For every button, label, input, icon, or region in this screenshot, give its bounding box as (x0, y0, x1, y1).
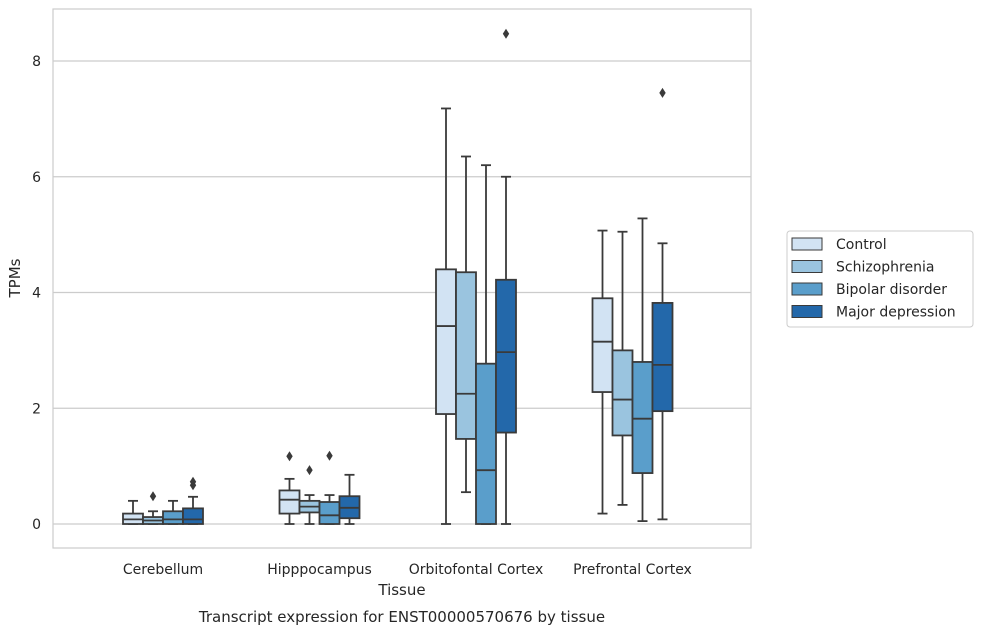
x-tick-label: Orbitofontal Cortex (409, 562, 544, 578)
box-bipolar-disorder (631, 217, 654, 523)
legend-swatch (791, 260, 823, 273)
y-tick-label: 2 (32, 401, 41, 417)
x-axis-label: Tissue (377, 581, 425, 599)
outlier-point (326, 450, 333, 461)
box-major-depression (182, 476, 204, 525)
box-iqr (278, 489, 301, 515)
box-control (122, 499, 144, 525)
box-iqr (651, 302, 674, 413)
outlier-point (306, 465, 313, 476)
y-axis-label: TPMs (6, 258, 24, 298)
outlier-point (659, 87, 666, 98)
legend-label: Control (836, 237, 887, 253)
box-iqr (591, 297, 614, 393)
outlier-point (286, 451, 293, 462)
box-bipolar-disorder (162, 499, 184, 525)
box-schizophrenia (455, 155, 477, 494)
outlier-point (189, 476, 197, 487)
legend-label: Bipolar disorder (836, 282, 947, 298)
outlier-point (149, 491, 157, 502)
box-control (278, 451, 301, 525)
box-schizophrenia (611, 230, 634, 506)
x-tick-label: Hipppocampus (267, 562, 372, 578)
legend-label: Major depression (836, 305, 956, 321)
legend-swatch (791, 305, 823, 318)
box-iqr (162, 510, 184, 525)
box-schizophrenia (142, 491, 164, 525)
x-ticks: Cerebellum Hipppocampus Orbitofontal Corte… (123, 562, 692, 578)
chart-title: Transcript expression for ENST0000057067… (198, 608, 605, 626)
box-iqr (318, 501, 341, 525)
box-iqr (435, 268, 457, 415)
x-tick-label: Cerebellum (123, 562, 203, 578)
box-control (435, 107, 457, 525)
box-major-depression (495, 28, 517, 525)
y-tick-label: 8 (32, 54, 41, 70)
box-major-depression (651, 87, 674, 521)
box-iqr (611, 349, 634, 437)
plot-frame (52, 8, 752, 549)
outlier-point (502, 28, 510, 39)
y-tick-label: 6 (32, 170, 41, 186)
box-iqr (455, 271, 477, 440)
legend: Control Schizophrenia Bipolar disorder Majo… (786, 230, 974, 328)
legend-swatch (791, 282, 823, 296)
box-iqr (631, 361, 654, 474)
legend-frame (786, 230, 974, 328)
legend-label: Schizophrenia (836, 260, 934, 276)
box-iqr (182, 507, 204, 525)
y-tick-label: 0 (32, 517, 41, 533)
box-iqr (495, 278, 517, 434)
box-layer (122, 28, 674, 525)
legend-swatch (791, 237, 823, 251)
box-bipolar-disorder (318, 450, 341, 525)
box-major-depression (338, 473, 361, 525)
y-tick-label: 4 (32, 286, 41, 302)
y-ticks: 0 2 4 6 8 (32, 54, 41, 533)
box-bipolar-disorder (475, 164, 497, 525)
box-schizophrenia (298, 465, 321, 525)
box-iqr (475, 362, 497, 525)
x-tick-label: Prefrontal Cortex (573, 562, 692, 578)
box-control (591, 229, 614, 515)
